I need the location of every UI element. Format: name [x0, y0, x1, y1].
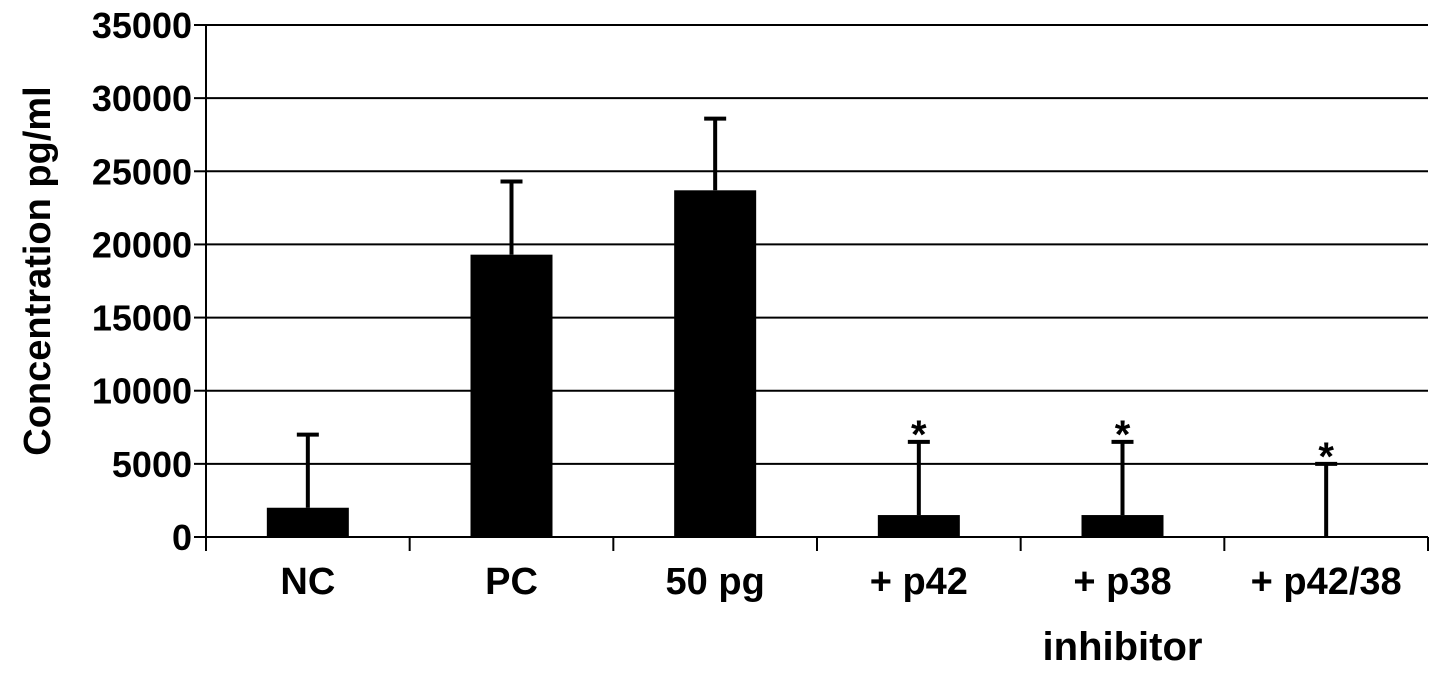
y-axis-label: Concentration pg/ml [17, 86, 59, 455]
y-tick-label: 35000 [92, 5, 192, 46]
y-tick-label: 0 [172, 517, 192, 558]
gridlines [206, 24, 1428, 465]
x-tick-label: 50 pg [666, 561, 765, 603]
significance-asterisk: * [1115, 413, 1131, 457]
x-axis-label: inhibitor [1043, 625, 1203, 669]
x-tick-label: + p42 [870, 561, 968, 603]
bars [266, 190, 1164, 537]
x-tick-label: NC [280, 561, 335, 603]
bar [877, 515, 960, 537]
error-bars [296, 116, 1338, 537]
x-tick-label: + p38 [1073, 561, 1171, 603]
bar [266, 507, 349, 537]
x-tick-label: PC [485, 561, 538, 603]
y-axis-ticks: 0 5000 10000 15000 20000 25000 30000 35000 [92, 5, 206, 558]
y-tick-label: 25000 [92, 151, 192, 192]
y-tick-label: 20000 [92, 224, 192, 265]
x-tick-label: + p42/38 [1251, 561, 1402, 603]
y-tick-label: 15000 [92, 298, 192, 339]
y-tick-label: 5000 [112, 444, 192, 485]
significance-asterisk: * [1318, 435, 1334, 479]
significance-markers: * * * [911, 413, 1334, 479]
y-tick-label: 10000 [92, 371, 192, 412]
bar [1081, 515, 1164, 537]
bar [674, 190, 757, 537]
x-axis-ticks: NC PC 50 pg + p42 + p38 + p42/38 [205, 537, 1429, 603]
y-tick-label: 30000 [92, 78, 192, 119]
significance-asterisk: * [911, 413, 927, 457]
bar [470, 254, 553, 537]
